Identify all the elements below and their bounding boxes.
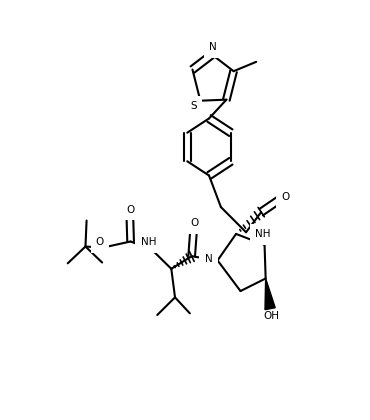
Text: O: O xyxy=(127,205,135,215)
Text: N: N xyxy=(209,42,216,52)
Text: NH: NH xyxy=(141,237,156,247)
Text: O: O xyxy=(190,218,198,228)
Text: S: S xyxy=(190,101,197,111)
Text: N: N xyxy=(205,254,212,264)
Text: OH: OH xyxy=(263,311,280,321)
Text: NH: NH xyxy=(255,229,271,239)
Text: O: O xyxy=(96,237,104,247)
Polygon shape xyxy=(265,278,275,310)
Text: O: O xyxy=(282,192,290,202)
